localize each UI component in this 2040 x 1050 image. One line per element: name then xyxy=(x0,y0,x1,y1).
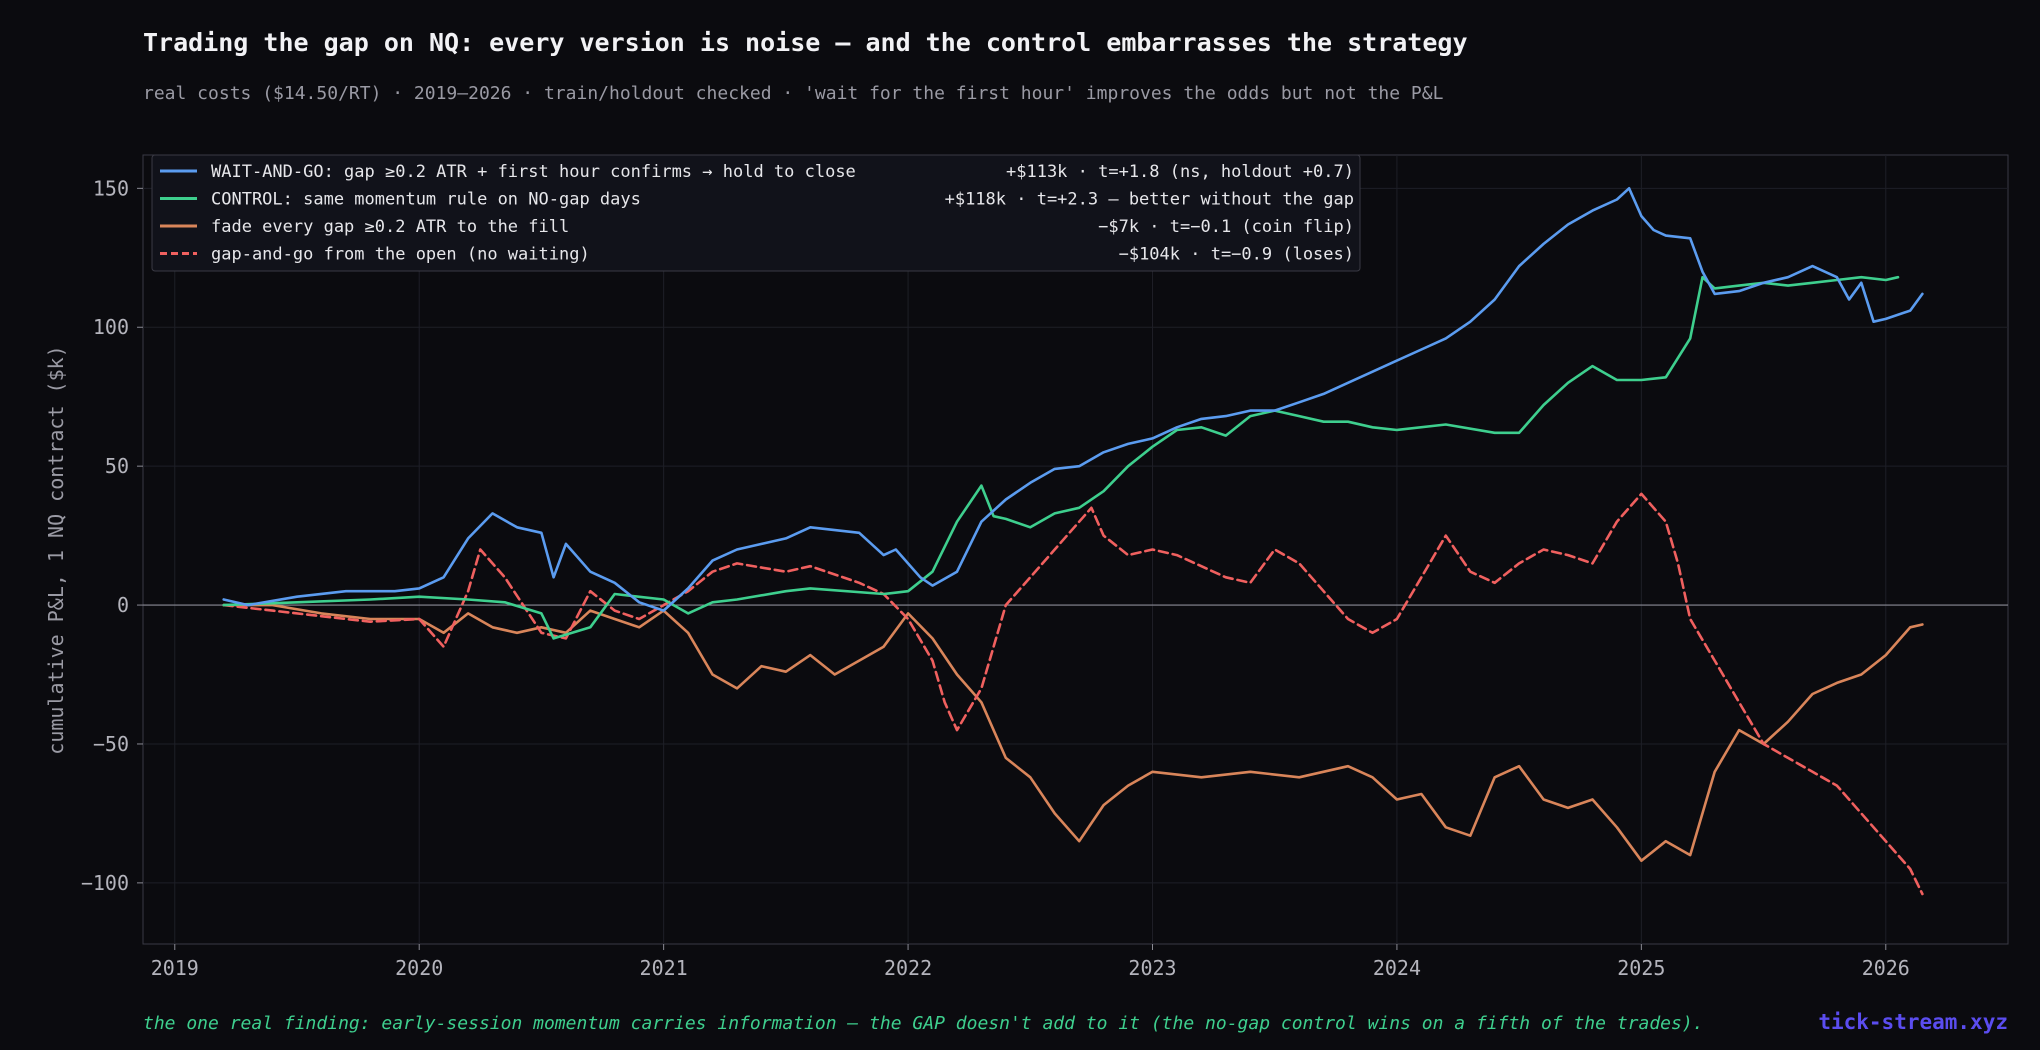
legend-stat-fade: −$7k · t=−0.1 (coin flip) xyxy=(1098,217,1354,237)
chart-subtitle: real costs ($14.50/RT) · 2019–2026 · tra… xyxy=(143,83,1444,104)
x-tick-label: 2024 xyxy=(1373,956,1421,980)
x-tick-label: 2019 xyxy=(151,956,199,980)
legend-label-fade: fade every gap ≥0.2 ATR to the fill xyxy=(211,217,569,237)
axis-ticks: 2019 2020 2021 2022 2023 2024 2025 2026 −100 −50 0… xyxy=(81,176,1910,980)
y-tick-label: 50 xyxy=(105,454,129,478)
x-tick-label: 2022 xyxy=(884,956,932,980)
y-tick-label: −50 xyxy=(93,732,129,756)
legend-stat-wait-and-go: +$113k · t=+1.8 (ns, holdout +0.7) xyxy=(1006,162,1354,182)
y-tick-label: 100 xyxy=(93,315,129,339)
y-tick-label: 150 xyxy=(93,176,129,200)
legend-box xyxy=(151,154,1361,272)
legend-stat-control: +$118k · t=+2.3 — better without the gap xyxy=(945,190,1354,210)
series-line-gap-and-go xyxy=(222,492,1924,896)
legend: WAIT-AND-GO: gap ≥0.2 ATR + first hour c… xyxy=(151,154,1361,272)
x-tick-label: 2023 xyxy=(1128,956,1176,980)
legend-stat-gap-and-go: −$104k · t=−0.9 (loses) xyxy=(1119,245,1354,265)
x-tick-label: 2020 xyxy=(395,956,443,980)
y-tick-label: 0 xyxy=(117,593,129,617)
series-line-wait-and-go xyxy=(222,187,1924,612)
footer-note: the one real finding: early-session mome… xyxy=(143,1013,1704,1034)
chart-title: Trading the gap on NQ: every version is … xyxy=(143,28,1468,57)
series-group xyxy=(222,187,1924,896)
series-line-control xyxy=(222,275,1900,640)
y-axis-label: cumulative P&L, 1 NQ contract ($k) xyxy=(44,345,68,754)
x-tick-label: 2021 xyxy=(640,956,688,980)
brand-label[interactable]: tick-stream.xyz xyxy=(1818,1010,2008,1034)
x-tick-label: 2025 xyxy=(1617,956,1665,980)
legend-label-control: CONTROL: same momentum rule on NO-gap da… xyxy=(211,190,641,210)
y-tick-label: −100 xyxy=(81,871,129,895)
legend-label-wait-and-go: WAIT-AND-GO: gap ≥0.2 ATR + first hour c… xyxy=(211,162,856,182)
legend-label-gap-and-go: gap-and-go from the open (no waiting) xyxy=(211,245,590,265)
x-tick-label: 2026 xyxy=(1862,956,1910,980)
plot-area xyxy=(142,154,2009,945)
